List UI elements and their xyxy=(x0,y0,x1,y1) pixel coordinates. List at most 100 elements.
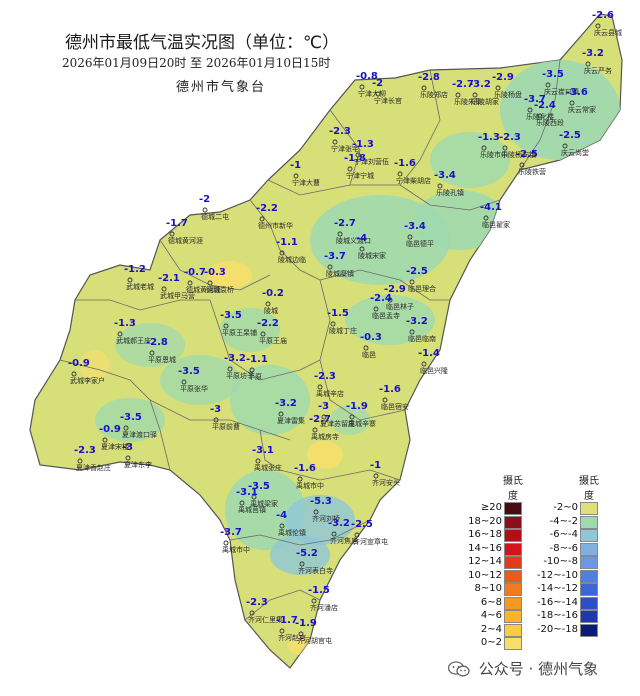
station-marker: -2.5 临邑理合 xyxy=(406,266,436,293)
station-marker: -1 齐河安头 xyxy=(370,460,400,487)
station-dot xyxy=(297,476,303,482)
station-dot xyxy=(299,561,305,567)
station-name: 临邑德平 xyxy=(406,239,434,248)
station-dot xyxy=(537,113,543,119)
station-value: -3.2 xyxy=(469,79,491,90)
station-value: -3.4 xyxy=(404,221,426,232)
station-dot xyxy=(337,231,343,237)
station-dot xyxy=(355,152,361,158)
station-dot xyxy=(123,425,129,431)
watermark-text: 公众号 · 德州气象 xyxy=(478,660,599,678)
station-value: -2.2 xyxy=(256,203,278,214)
station-name: 庆云县城 xyxy=(594,28,622,37)
station-value: -0.7 xyxy=(184,267,206,278)
station-marker: -3.7 乐陵化楼 xyxy=(524,94,554,121)
legend-cold-swatch xyxy=(580,569,598,583)
station-dot xyxy=(223,323,229,329)
station-value: -3.4 xyxy=(434,170,456,181)
station-value: -2.3 xyxy=(329,126,351,137)
station-marker: -0.9 夏津宋楼 xyxy=(99,424,129,451)
station-name: 乐陵孔镇 xyxy=(436,188,464,197)
station-value: -1.3 xyxy=(478,132,500,143)
station-dot xyxy=(483,215,489,221)
legend-warm-label: 16~18 xyxy=(468,529,502,540)
legend-cold-label: -16~-14 xyxy=(536,596,578,608)
station-dot xyxy=(279,628,285,634)
station-dot xyxy=(313,509,319,515)
legend-cold-label: -2~0 xyxy=(553,502,578,513)
station-value: -1.5 xyxy=(308,585,330,596)
station-value: -0.8 xyxy=(356,71,378,82)
station-dot xyxy=(409,279,415,285)
station-dot xyxy=(321,414,327,420)
station-marker: -2.7 乐陵朱集 xyxy=(452,79,482,106)
station-marker: -0.9 武城李家户 xyxy=(68,358,105,385)
station-marker: -3.4 乐陵孔镇 xyxy=(434,170,464,197)
station-dot xyxy=(149,350,155,356)
station-name: 齐河赵官 xyxy=(278,633,306,642)
station-dot xyxy=(260,331,266,337)
station-name: 陵城宋家 xyxy=(358,251,386,260)
station-value: -3.7 xyxy=(524,94,546,105)
station-marker: -3.1 禹城莒镇 xyxy=(236,487,266,514)
legend-warm-swatch xyxy=(504,596,522,610)
station-value: -2.4 xyxy=(370,293,392,304)
station-marker: -3.1 禹城张庄 xyxy=(252,445,282,472)
station-dot xyxy=(71,371,77,377)
station-name: 宁津宁城 xyxy=(346,171,374,180)
legend-warm-swatch xyxy=(504,569,522,583)
station-dot xyxy=(317,384,323,390)
station-value: -1.1 xyxy=(246,354,268,365)
station-marker: -1.6 临邑宿安 xyxy=(379,384,409,411)
station-marker: -0.8 宁津大柳 xyxy=(356,71,386,98)
station-marker: -3.6 庆云常家 xyxy=(566,87,596,114)
legend-warm-swatch xyxy=(504,502,522,515)
station-name: 陵城 xyxy=(264,306,278,315)
station-marker: -3 夏津苏留庄 xyxy=(318,401,355,428)
station-dot xyxy=(202,207,208,213)
legend-warm-label: 8~10 xyxy=(474,583,502,594)
station-value: -3.5 xyxy=(178,366,200,377)
map-period: 2026年01月09日20时 至 2026年01月10日15时 xyxy=(62,56,331,70)
station-dot xyxy=(382,397,388,403)
station-value: -2.7 xyxy=(309,414,331,425)
station-dot xyxy=(239,500,245,506)
station-value: -0.9 xyxy=(99,424,121,435)
legend-warm-label: 10~12 xyxy=(468,569,502,581)
station-value: -2.6 xyxy=(592,10,614,21)
station-dot xyxy=(397,171,403,177)
station-name: 平原坊子 xyxy=(226,371,254,380)
legend-cold-label: -6~-4 xyxy=(549,529,578,540)
station-value: -1.6 xyxy=(379,384,401,395)
legend-cold-swatch xyxy=(580,502,598,515)
station-name: 平原王庙 xyxy=(259,336,287,345)
station-value: -2.7 xyxy=(334,218,356,229)
station-value: -3 xyxy=(318,401,329,412)
station-value: -2.5 xyxy=(406,266,428,277)
station-name: 平原前曹 xyxy=(212,422,240,431)
station-name: 乐陵铁营 xyxy=(518,167,546,176)
station-name: 乐陵朱集 xyxy=(454,97,482,106)
station-value: -2.5 xyxy=(351,519,373,530)
station-dot xyxy=(187,280,193,286)
station-value: -0.3 xyxy=(360,332,382,343)
station-marker: -3.2 临邑临南 xyxy=(406,316,436,343)
station-value: -3.7 xyxy=(220,527,242,538)
station-name: 武城老城 xyxy=(126,282,154,291)
station-name: 宁津大柳 xyxy=(358,89,386,98)
station-name: 武城李家户 xyxy=(70,376,105,385)
station-marker: -1.8 宁津宁城 xyxy=(344,153,374,180)
station-name: 平原王杲铺 xyxy=(222,328,257,337)
station-name: 禹城辛店 xyxy=(316,389,344,398)
station-dot xyxy=(279,250,285,256)
station-value: -1 xyxy=(370,460,381,471)
station-value: -3.5 xyxy=(120,412,142,423)
station-name: 庆云严务 xyxy=(584,66,612,75)
station-dot xyxy=(375,91,381,97)
station-marker: -1.7 德城黄河涯 xyxy=(166,218,203,245)
station-name: 宁津张宅 xyxy=(331,144,359,153)
station-dot xyxy=(595,23,601,29)
station-dot xyxy=(502,145,508,151)
station-marker: -2.3 乐陵杨安镇 xyxy=(499,132,536,159)
station-value: -3.2 xyxy=(224,353,246,364)
